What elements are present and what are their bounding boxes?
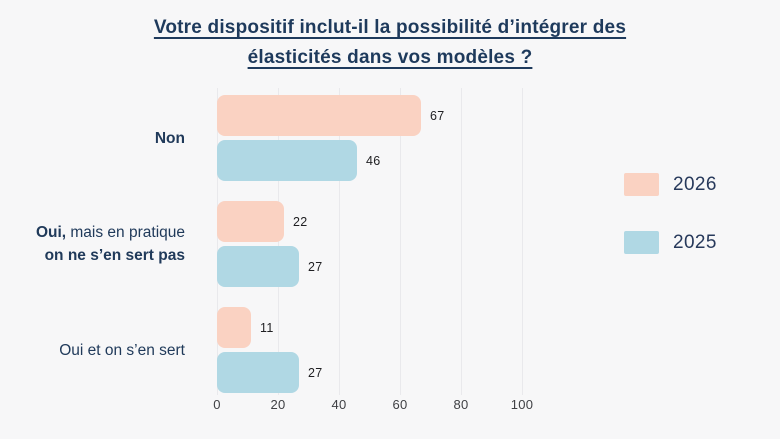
value-label: 67 xyxy=(430,108,445,123)
category-label-text: on ne s’en sert pas xyxy=(44,247,185,264)
bar-line: 22 xyxy=(217,201,323,242)
gridline xyxy=(339,88,340,395)
legend-label: 2025 xyxy=(673,231,717,253)
chart-title-line-2: élasticités dans vos modèles ? xyxy=(247,47,533,68)
bar-2025 xyxy=(217,246,299,287)
bar-2026 xyxy=(217,307,251,348)
chart-title: Votre dispositif inclut-il la possibilit… xyxy=(0,13,780,73)
chart-title-line-1: Votre dispositif inclut-il la possibilit… xyxy=(153,17,627,38)
x-axis: 0 20 40 60 80 100 xyxy=(213,397,533,413)
bar-chart: Non 67 46 Oui, mais en pratique on ne s’e… xyxy=(0,95,445,413)
x-tick-label: 0 xyxy=(213,397,221,412)
category-label-text: mais en pratique xyxy=(66,224,185,241)
legend: 2026 2025 xyxy=(624,173,717,254)
legend-swatch-2025 xyxy=(624,231,659,254)
x-tick-label: 60 xyxy=(392,397,408,412)
bar-pair: 22 27 xyxy=(217,201,323,287)
value-label: 27 xyxy=(308,259,323,274)
category-label-text: Non xyxy=(154,129,185,147)
legend-swatch-2026 xyxy=(624,173,659,196)
gridline xyxy=(400,88,401,395)
bar-2026 xyxy=(217,201,284,242)
bar-line: 67 xyxy=(217,95,445,136)
bar-line: 27 xyxy=(217,352,323,393)
x-tick-label: 20 xyxy=(270,397,286,412)
category-label: Non xyxy=(0,127,217,150)
legend-label: 2026 xyxy=(673,173,717,195)
x-tick-label: 40 xyxy=(331,397,347,412)
bar-line: 27 xyxy=(217,246,323,287)
bar-2026 xyxy=(217,95,421,136)
gridline xyxy=(522,88,523,395)
bar-2025 xyxy=(217,140,357,181)
x-tick-label: 100 xyxy=(510,397,534,412)
bar-pair: 11 27 xyxy=(217,307,323,393)
bar-line: 46 xyxy=(217,140,445,181)
gridline xyxy=(217,88,218,395)
category-label: Oui et on s’en sert xyxy=(0,339,217,362)
category-label-text: Oui et on s’en sert xyxy=(59,341,185,359)
category-label-text: Oui, xyxy=(35,224,67,241)
gridline xyxy=(461,88,462,395)
bar-group-oui-pas-servi: Oui, mais en pratique on ne s’en sert pas… xyxy=(0,201,445,287)
bar-group-oui-servi: Oui et on s’en sert 11 27 xyxy=(0,307,445,393)
value-label: 46 xyxy=(366,153,381,168)
legend-item-2025: 2025 xyxy=(624,231,717,254)
value-label: 22 xyxy=(293,214,308,229)
bar-pair: 67 46 xyxy=(217,95,445,181)
bar-group-non: Non 67 46 xyxy=(0,95,445,181)
value-label: 11 xyxy=(260,320,274,335)
legend-item-2026: 2026 xyxy=(624,173,717,196)
x-tick-label: 80 xyxy=(453,397,469,412)
value-label: 27 xyxy=(308,365,323,380)
bar-2025 xyxy=(217,352,299,393)
category-label: Oui, mais en pratique on ne s’en sert pas xyxy=(0,221,217,267)
bar-line: 11 xyxy=(217,307,323,348)
